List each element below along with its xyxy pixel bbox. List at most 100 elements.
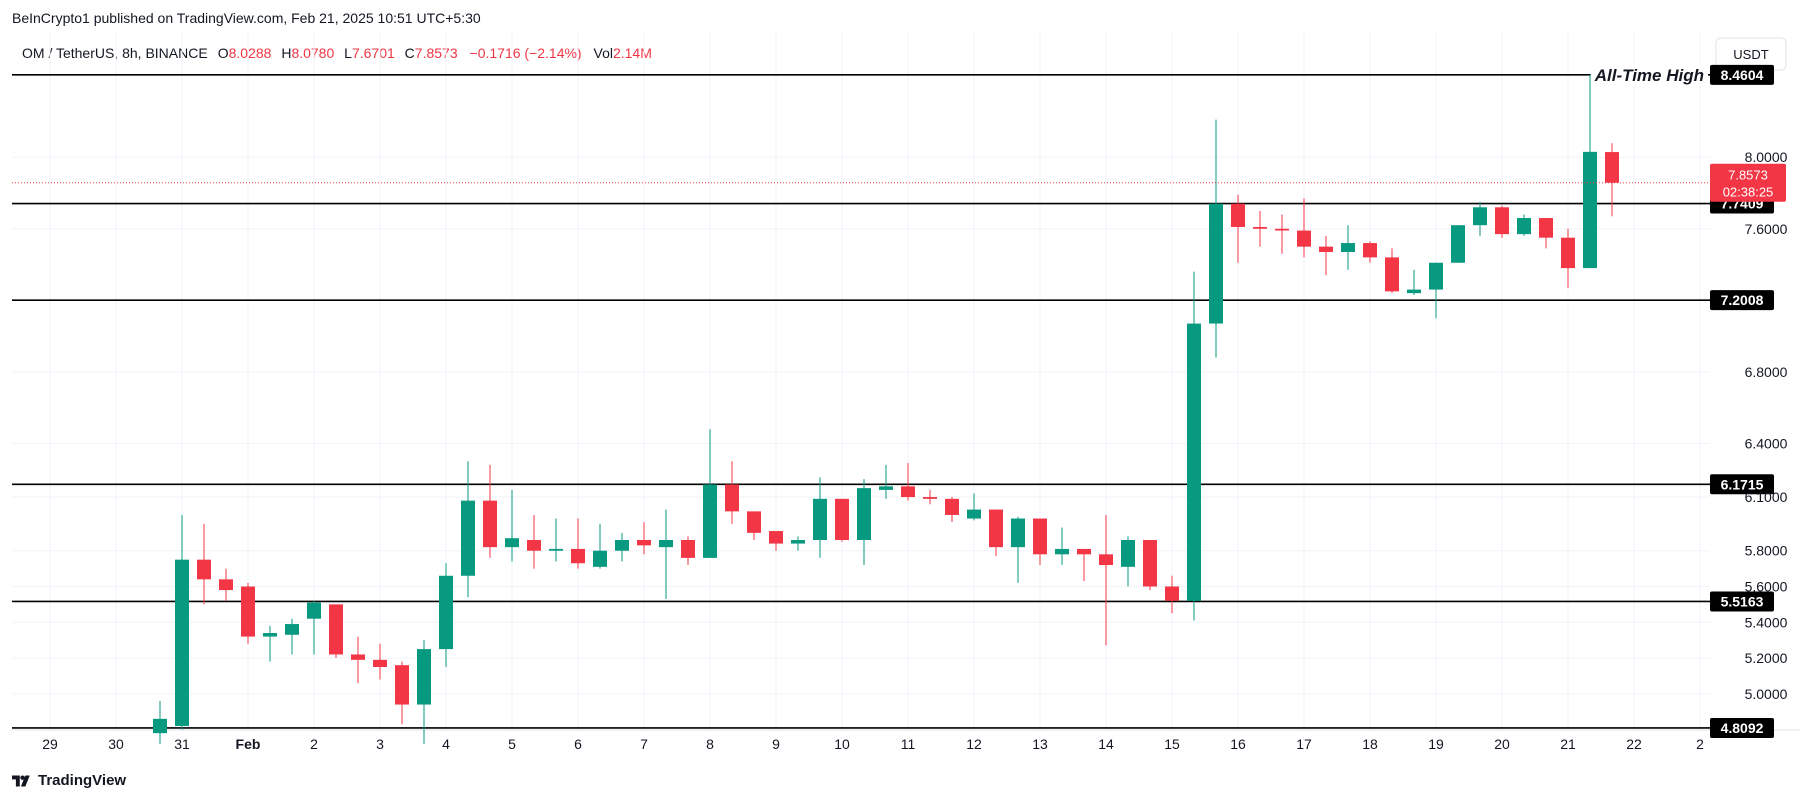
time-tick-label: 3 [376, 736, 384, 752]
published-info: BeInCrypto1 published on TradingView.com… [12, 10, 481, 26]
candle-body-up [1187, 323, 1201, 601]
time-tick-label: 10 [834, 736, 850, 752]
time-tick-label: 2 [310, 736, 318, 752]
time-tick-label: 30 [108, 736, 124, 752]
candle-body-down [923, 497, 937, 499]
candle-body-down [241, 586, 255, 637]
candle-body-up [307, 602, 321, 619]
open-label: O [218, 45, 229, 61]
candle-body-up [1517, 218, 1531, 235]
tradingview-brand-label: TradingView [38, 772, 127, 789]
candle-body-down [901, 486, 915, 498]
candle-body-up [1209, 203, 1223, 324]
price-axis[interactable]: 8.0000 7.6000 6.8000 6.4000 6.1000 5.8000 5.60… [1745, 149, 1788, 702]
candle-body-up [439, 575, 453, 650]
time-tick-label: 9 [772, 736, 780, 752]
price-tick-label: 5.2000 [1745, 650, 1788, 666]
candle-body-down [1253, 226, 1267, 229]
candle-body-down [835, 498, 849, 540]
time-tick-label: 5 [508, 736, 516, 752]
currency-button[interactable]: USDT [1715, 37, 1787, 71]
time-tick-label: 29 [42, 736, 58, 752]
candle-body-down [197, 559, 211, 580]
open-value: 8.0288 [229, 45, 272, 61]
change-value: −0.1716 (−2.14%) [470, 45, 582, 61]
price-tick-label: 5.6000 [1745, 578, 1788, 594]
candle-body-up [1055, 548, 1069, 555]
candle-body-up [153, 718, 167, 734]
all-time-high-annotation-bg [1590, 63, 1708, 86]
svg-text:O8.0288 H8.0780 L7: O8.0288 H8.0780 L7.6701 C7.8573 −0.1716 … [218, 45, 652, 61]
candle-body-down [1297, 230, 1311, 247]
time-tick-label: 19 [1428, 736, 1444, 752]
time-axis[interactable]: 29 30 31 Feb 2 3 4 5 6 7 8 9 10 11 12 13 14 15 16 17 18 19 20 2… [42, 736, 1704, 752]
current-price-badge: 7.8573 02:38:25 [1710, 163, 1786, 202]
candle-body-up [549, 548, 563, 551]
candle-body-up [593, 550, 607, 567]
candle-body-down [1319, 246, 1333, 253]
high-label: H [281, 45, 291, 61]
time-tick-label: 11 [901, 736, 916, 752]
low-value: 7.6701 [352, 45, 395, 61]
low-label: L [344, 45, 352, 61]
close-label: C [405, 45, 415, 61]
price-tick-label: 5.8000 [1745, 543, 1788, 559]
price-tick-label: 6.4000 [1745, 435, 1788, 451]
candle-body-down [483, 500, 497, 548]
candle-body-up [285, 624, 299, 635]
candle-body-up [175, 559, 189, 727]
candle-body-down [1385, 257, 1399, 292]
volume-label: Vol [594, 45, 613, 61]
ohlc-legend: OM / TetherUS, 8h, BINANCE O8.0288 H8.07… [22, 45, 652, 61]
candle-body-up [857, 488, 871, 540]
candle-body-up [813, 498, 827, 540]
currency-button-label[interactable]: USDT [1733, 47, 1768, 62]
candle-body-up [879, 486, 893, 490]
time-tick-label: 18 [1362, 736, 1378, 752]
candle-body-up [505, 538, 519, 548]
candle-body-up [1429, 262, 1443, 290]
tradingview-brand[interactable]: TradingView [12, 772, 126, 789]
candle-body-down [351, 654, 365, 660]
time-tick-label: 31 [174, 736, 190, 752]
candle-body-up [615, 539, 629, 551]
tradingview-logo-icon [12, 774, 30, 787]
candle-body-down [1143, 539, 1157, 587]
time-tick-label: 13 [1032, 736, 1048, 752]
candle-body-down [769, 531, 783, 544]
time-tick-label: 12 [966, 736, 982, 752]
candle-body-down [329, 604, 343, 655]
grid [12, 32, 1800, 731]
time-tick-label: 2 [1696, 736, 1704, 752]
time-tick-label: 14 [1098, 736, 1114, 752]
level-label: 5.5163 [1721, 593, 1764, 609]
candle-body-up [461, 500, 475, 576]
price-tick-label: 5.4000 [1745, 614, 1788, 630]
volume-value: 2.14M [613, 45, 652, 61]
candle-body-down [373, 659, 387, 667]
price-tick-label: 7.6000 [1745, 221, 1788, 237]
candle-body-up [1583, 151, 1597, 269]
candle-body-down [1561, 237, 1575, 269]
candle-body-up [1407, 289, 1421, 294]
time-tick-label: 16 [1230, 736, 1246, 752]
candle-body-down [1231, 203, 1245, 227]
candle-body-down [219, 579, 233, 591]
time-tick-label: 20 [1494, 736, 1510, 752]
level-badge [1710, 474, 1774, 495]
symbol-name[interactable]: OM / TetherUS, 8h, BINANCE [22, 45, 208, 61]
candle-body-down [945, 498, 959, 515]
candle-body-down [1275, 228, 1289, 231]
price-tick-label: 6.1000 [1745, 489, 1788, 505]
level-label: 6.1715 [1721, 476, 1764, 492]
price-tick-label: 8.0000 [1745, 149, 1788, 165]
candle-body-up [263, 633, 277, 637]
candles [153, 74, 1619, 744]
candle-body-down [747, 511, 761, 533]
candle-body-down [1099, 554, 1113, 566]
candle-body-down [1495, 207, 1509, 235]
level-label: 7.2008 [1721, 292, 1764, 308]
candle-body-down [1033, 518, 1047, 555]
